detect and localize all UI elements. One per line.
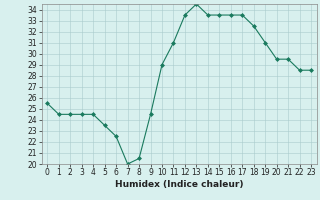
X-axis label: Humidex (Indice chaleur): Humidex (Indice chaleur) xyxy=(115,180,244,189)
